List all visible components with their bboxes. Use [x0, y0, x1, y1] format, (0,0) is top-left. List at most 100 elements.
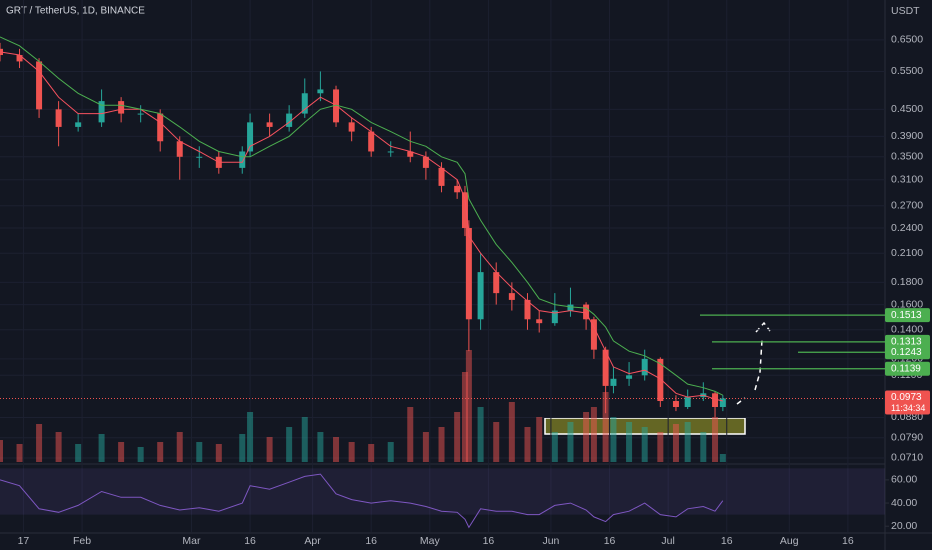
- candle-body: [712, 393, 719, 408]
- volume-bar: [719, 454, 726, 462]
- volume-bar: [672, 424, 679, 462]
- x-tick-label: Aug: [780, 535, 799, 547]
- candle-body: [333, 89, 340, 123]
- volume-bar: [247, 412, 254, 462]
- volume-bar: [407, 407, 414, 462]
- volume-bar: [0, 440, 3, 462]
- y-tick-label: 0.0710: [891, 452, 923, 464]
- y-tick-label: 0.6500: [891, 34, 923, 46]
- level-tag: [885, 308, 930, 323]
- candle-body: [348, 122, 355, 132]
- level-label: 0.1513: [891, 310, 922, 321]
- volume-bar: [176, 432, 183, 462]
- y-tick-label: 0.1600: [891, 298, 923, 310]
- candle-body: [196, 156, 203, 158]
- volume-bar: [301, 417, 308, 462]
- level-label: 0.1313: [891, 337, 922, 348]
- volume-bar: [583, 412, 590, 462]
- volume-bar: [55, 432, 62, 462]
- price-tag: [885, 390, 930, 415]
- candle-body: [583, 304, 590, 320]
- volume-bar: [610, 417, 617, 462]
- x-tick-label: Mar: [182, 535, 201, 547]
- volume-bar: [157, 442, 164, 462]
- volume-bar: [508, 402, 515, 462]
- volume-bar: [438, 427, 445, 462]
- candle-body: [176, 141, 183, 157]
- volume-bar: [700, 432, 707, 462]
- candle-body: [247, 122, 254, 152]
- volume-bar: [118, 442, 125, 462]
- x-tick-label: 16: [721, 535, 733, 547]
- x-tick-label: Apr: [304, 535, 321, 547]
- volume-bar: [641, 427, 648, 462]
- volume-bar: [551, 432, 558, 462]
- candle-body: [118, 101, 125, 114]
- candle-body: [454, 185, 461, 193]
- level-tag: [885, 361, 930, 376]
- volume-bar: [657, 432, 664, 462]
- y-tick-label: 0.4500: [891, 103, 923, 115]
- x-tick-label: 17: [18, 535, 30, 547]
- volume-bar: [590, 407, 597, 462]
- x-tick-label: May: [420, 535, 441, 547]
- candle-body: [626, 375, 633, 379]
- x-tick-label: Feb: [73, 535, 91, 547]
- y-tick-label: 0.3900: [891, 130, 923, 142]
- volume-bar: [712, 417, 719, 462]
- y-tick-label: 0.2100: [891, 247, 923, 259]
- candle-body: [55, 109, 62, 127]
- x-tick-label: 16: [604, 535, 616, 547]
- volume-bar: [266, 437, 273, 462]
- candle-body: [157, 113, 164, 142]
- candle-body: [610, 378, 617, 386]
- candle-body: [508, 293, 515, 300]
- candle-body: [567, 304, 574, 311]
- volume-bar: [333, 437, 340, 462]
- level-label: 0.1243: [891, 347, 922, 358]
- rsi-tick-label: 60.00: [891, 474, 917, 486]
- candle-body: [551, 310, 558, 324]
- y-tick-label: 0.2700: [891, 200, 923, 212]
- rsi-tick-label: 20.00: [891, 520, 917, 532]
- candle-body: [286, 113, 293, 127]
- candle-body: [98, 101, 105, 123]
- level-tag: [885, 345, 930, 360]
- volume-bar: [461, 372, 468, 462]
- y-tick-label: 0.5500: [891, 65, 923, 77]
- candle-body: [602, 349, 609, 386]
- moving-average: [0, 51, 723, 402]
- candle-body: [438, 167, 445, 186]
- volume-bar: [477, 407, 484, 462]
- candle-body: [301, 93, 308, 114]
- candle-body: [75, 122, 82, 127]
- volume-bar: [387, 442, 394, 462]
- y-tick-label: 0.0790: [891, 432, 923, 444]
- projection-arrow: [736, 321, 771, 405]
- candle-body: [387, 151, 394, 153]
- volume-bar: [454, 412, 461, 462]
- candle-body: [266, 122, 273, 127]
- volume-bar: [684, 422, 691, 462]
- candle-body: [407, 151, 414, 157]
- candle-body: [524, 299, 531, 320]
- x-tick-label: 16: [244, 535, 256, 547]
- volume-bar: [524, 427, 531, 462]
- volume-bar: [98, 434, 105, 462]
- candle-body: [317, 89, 324, 94]
- candle-body: [719, 398, 726, 408]
- x-tick-label: Jul: [661, 535, 674, 547]
- volume-bar: [317, 432, 324, 462]
- volume-bar: [286, 427, 293, 462]
- rsi-band: [0, 468, 885, 515]
- candle-body: [590, 319, 597, 350]
- chart-title: GRT / TetherUS, 1D, BINANCE: [6, 6, 145, 17]
- x-tick-label: Jun: [542, 535, 559, 547]
- candle-body: [16, 55, 23, 62]
- candle-body: [422, 156, 429, 168]
- y-tick-label: 0.1400: [891, 324, 923, 336]
- candle-body: [461, 192, 468, 229]
- volume-bar: [36, 424, 43, 462]
